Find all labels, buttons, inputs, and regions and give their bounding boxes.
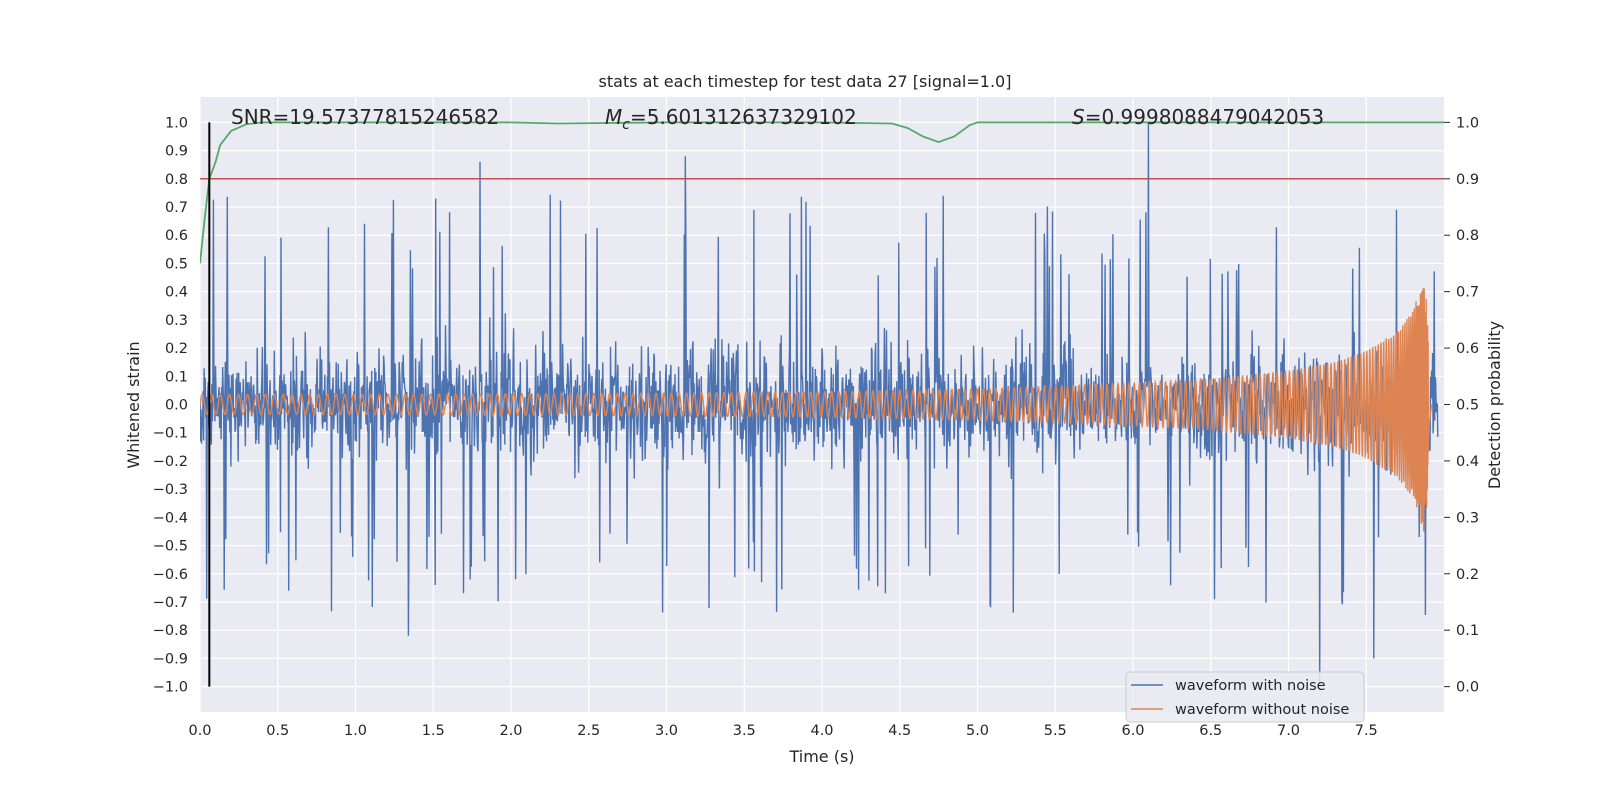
snr-annotation: SNR=19.57377815246582	[231, 105, 499, 129]
x-tick-label: 3.0	[655, 723, 678, 739]
y-tick-label: 0.1	[165, 369, 188, 385]
y-tick-label: −0.6	[153, 567, 188, 583]
legend-box	[1125, 671, 1365, 723]
x-tick-label: 2.0	[499, 723, 522, 739]
y-tick-label: 0.9	[165, 144, 188, 160]
y-axis-left: 1.0 0.9 0.8 0.7 0.6 0.5 0.4 0.3 0.2 0.1 0.0 −0.1 −0.…	[153, 115, 188, 695]
clean-waveform-line	[200, 288, 1433, 532]
y-tick-label: −0.8	[153, 623, 188, 639]
legend-label-clean: waveform without noise	[1175, 702, 1349, 718]
y2-tick-label: 0.2	[1456, 567, 1479, 583]
y2-tick-label: 0.1	[1456, 623, 1479, 639]
y-tick-label: 0.7	[165, 200, 188, 216]
y-tick-label: −1.0	[153, 680, 188, 696]
y2-tick-label: 0.5	[1456, 398, 1479, 414]
y2-tick-label: 0.9	[1456, 172, 1479, 188]
chirp-mass-symbol: M	[605, 105, 622, 129]
score-annotation: S=0.9998088479042053	[1072, 105, 1324, 129]
x-tick-label: 7.5	[1355, 723, 1378, 739]
x-tick-label: 2.5	[577, 723, 600, 739]
y2-tick-label: 0.6	[1456, 341, 1479, 357]
x-axis-label: Time (s)	[788, 747, 854, 766]
y-tick-label: −0.5	[153, 539, 188, 555]
legend: waveform with noise waveform without noi…	[1125, 671, 1365, 723]
plot-content	[200, 121, 1444, 687]
y2-tick-label: 0.8	[1456, 228, 1479, 244]
chart-title: stats at each timestep for test data 27 …	[599, 72, 1012, 91]
y-tick-label: 0.6	[165, 228, 188, 244]
y2-tick-label: 0.4	[1456, 454, 1479, 470]
x-tick-label: 7.0	[1277, 723, 1300, 739]
y2-axis-label: Detection probability	[1485, 321, 1504, 489]
x-tick-label: 0.5	[266, 723, 289, 739]
chirp-mass-annotation: Mc=5.601312637329102	[605, 105, 857, 133]
y-tick-label: 0.3	[165, 313, 188, 329]
y-tick-label: 0.8	[165, 172, 188, 188]
x-tick-label: 6.0	[1121, 723, 1144, 739]
y-tick-label: −0.7	[153, 595, 188, 611]
x-tick-label: 4.5	[888, 723, 911, 739]
probability-line	[200, 121, 1444, 264]
x-axis: 0.0 0.5 1.0 1.5 2.0 2.5 3.0 3.5 4.0 4.5 5.0 5.5 6.0 6…	[188, 723, 1377, 739]
plot-series	[200, 121, 1444, 687]
y-tick-label: 0.4	[165, 285, 188, 301]
y-tick-label: 0.0	[165, 398, 188, 414]
y2-tick-label: 0.3	[1456, 510, 1479, 526]
chirp-mass-subscript: c	[622, 117, 630, 133]
x-tick-label: 5.5	[1044, 723, 1067, 739]
y-tick-label: −0.2	[153, 454, 188, 470]
y-tick-label: 0.2	[165, 341, 188, 357]
chirp-mass-value: =5.601312637329102	[630, 105, 857, 129]
y-tick-label: 1.0	[165, 115, 188, 131]
y-axis-label: Whitened strain	[124, 341, 143, 468]
x-tick-label: 5.0	[966, 723, 989, 739]
y-tick-label: −0.1	[153, 426, 188, 442]
y-axis-right: 1.0 0.9 0.8 0.7 0.6 0.5 0.4 0.3 0.2 0.1 0.0	[1444, 115, 1479, 696]
x-tick-label: 1.5	[422, 723, 445, 739]
score-symbol: S	[1072, 105, 1085, 129]
legend-label-noisy: waveform with noise	[1175, 678, 1326, 694]
y2-tick-label: 0.7	[1456, 285, 1479, 301]
y-tick-label: −0.3	[153, 482, 188, 498]
y2-tick-label: 0.0	[1456, 680, 1479, 696]
x-tick-label: 6.5	[1199, 723, 1222, 739]
y-tick-label: 0.5	[165, 256, 188, 272]
x-tick-label: 3.5	[733, 723, 756, 739]
y2-tick-label: 1.0	[1456, 115, 1479, 131]
x-tick-label: 4.0	[810, 723, 833, 739]
x-tick-label: 0.0	[188, 723, 211, 739]
y-tick-label: −0.4	[153, 510, 188, 526]
score-value: =0.9998088479042053	[1085, 105, 1324, 129]
x-tick-label: 1.0	[344, 723, 367, 739]
y-tick-label: −0.9	[153, 651, 188, 667]
